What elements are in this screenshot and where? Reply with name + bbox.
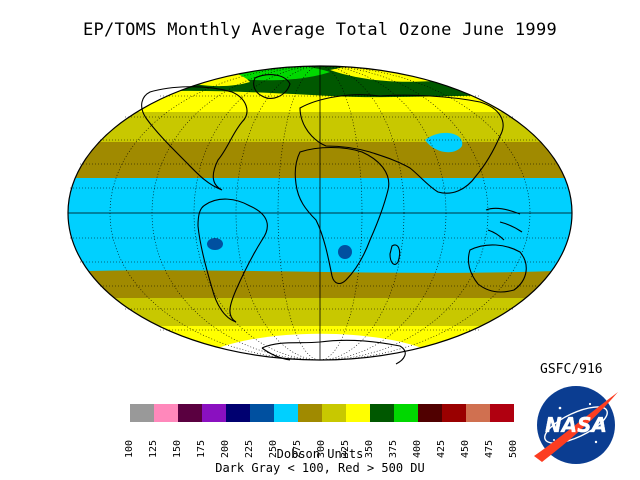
- logo-orbit: [544, 406, 608, 444]
- south-america-coast: [197, 198, 268, 323]
- ozone-map: [67, 65, 573, 365]
- logo-star-4: [594, 440, 598, 444]
- color-swatches: [130, 404, 514, 422]
- scale-swatch: [370, 404, 394, 422]
- band-arctic-yellow-1: [170, 69, 250, 87]
- logo-star-3: [553, 439, 555, 441]
- globe-outline: [67, 65, 573, 361]
- scale-swatch: [442, 404, 466, 422]
- scale-swatch: [346, 404, 370, 422]
- map-title: EP/TOMS Monthly Average Total Ozone June…: [82, 20, 558, 40]
- blue-patch-south-america: [207, 238, 223, 250]
- scale-swatch: [154, 404, 178, 422]
- coastlines: [141, 74, 527, 365]
- africa-coast: [294, 146, 390, 285]
- scale-swatch: [418, 404, 442, 422]
- scale-swatch: [250, 404, 274, 422]
- southeast-asia-islands: [485, 207, 523, 241]
- scale-swatch: [226, 404, 250, 422]
- antarctica-coast: [261, 339, 406, 365]
- logo-star-2: [588, 402, 592, 406]
- band-arctic-red: [400, 66, 450, 76]
- scale-swatch: [178, 404, 202, 422]
- eurasia-coast: [299, 94, 504, 194]
- logo-wordmark: NASA: [545, 413, 607, 437]
- scale-swatch: [466, 404, 490, 422]
- nasa-meatball-logo: NASA: [534, 386, 618, 464]
- scale-swatch: [130, 404, 154, 422]
- scale-swatch: [298, 404, 322, 422]
- scale-swatch: [274, 404, 298, 422]
- greenland-coast: [253, 74, 291, 99]
- scale-swatch: [202, 404, 226, 422]
- blue-patch-africa: [338, 245, 352, 259]
- scale-swatch: [394, 404, 418, 422]
- scale-swatch: [490, 404, 514, 422]
- scale-swatch: [322, 404, 346, 422]
- australia-coast: [467, 244, 527, 293]
- logo-star-1: [558, 406, 562, 410]
- units-label: Dobson Units: [276, 447, 364, 461]
- logo-chevron: [534, 392, 618, 462]
- north-america-coast: [141, 86, 248, 191]
- organization-label: GSFC/916: [540, 362, 603, 377]
- range-note: Dark Gray < 100, Red > 500 DU: [215, 461, 425, 475]
- madagascar-coast: [389, 244, 401, 265]
- cyan-patch-asia: [425, 132, 463, 153]
